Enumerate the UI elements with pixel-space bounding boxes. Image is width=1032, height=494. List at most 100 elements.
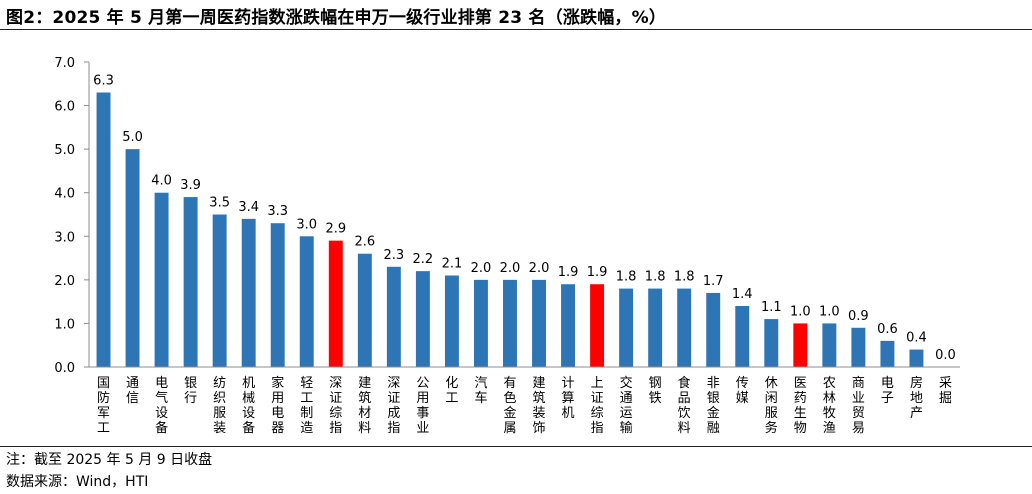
x-tick-label: 闲 xyxy=(765,391,778,406)
data-label: 1.8 xyxy=(674,270,695,285)
y-tick-label: 7.0 xyxy=(54,56,75,71)
bar-通信 xyxy=(125,149,140,367)
bar-公用事业 xyxy=(415,271,430,367)
data-label: 0.9 xyxy=(848,309,869,324)
source-note: 数据来源：Wind，HTI xyxy=(6,474,149,490)
x-tick-label: 饮 xyxy=(678,406,691,421)
data-label: 3.3 xyxy=(267,204,288,219)
data-label: 3.9 xyxy=(180,178,201,193)
x-tick-label: 机 xyxy=(242,376,255,391)
y-tick-label: 5.0 xyxy=(54,143,75,158)
x-tick-label: 机 xyxy=(562,406,575,421)
x-tick-label: 造 xyxy=(300,421,313,436)
bar-轻工制造 xyxy=(299,236,314,367)
x-tick-label: 事 xyxy=(416,406,429,421)
data-label: 2.9 xyxy=(325,222,346,237)
x-tick-label: 传 xyxy=(736,376,749,391)
x-tick-label: 通 xyxy=(126,376,139,391)
x-tick-label: 指 xyxy=(329,421,342,436)
x-tick-label: 料 xyxy=(678,421,691,436)
y-tick-label: 1.0 xyxy=(54,317,75,332)
x-tick-label: 成 xyxy=(387,406,400,421)
data-label: 2.6 xyxy=(354,235,375,250)
x-tick-label: 证 xyxy=(329,391,342,406)
x-tick-label: 上 xyxy=(591,376,604,391)
bar-上证综指 xyxy=(590,284,605,367)
x-tick-label: 设 xyxy=(242,406,255,421)
data-label: 1.9 xyxy=(587,265,608,280)
x-tick-label: 信 xyxy=(126,391,139,406)
bar-汽车 xyxy=(473,279,488,367)
x-tick-label: 深 xyxy=(329,376,342,391)
x-tick-label: 业 xyxy=(416,421,429,436)
data-label: 2.3 xyxy=(384,248,405,263)
bar-纺织服装 xyxy=(212,214,227,367)
x-tick-label: 综 xyxy=(591,406,604,421)
data-label: 0.6 xyxy=(877,322,898,337)
x-tick-label: 金 xyxy=(503,405,516,421)
x-tick-label: 纺 xyxy=(213,376,226,391)
data-label: 1.7 xyxy=(703,274,724,289)
x-tick-label: 备 xyxy=(155,420,168,436)
bar-深证成指 xyxy=(386,266,401,367)
data-label: 1.8 xyxy=(616,270,637,285)
x-tick-label: 产 xyxy=(910,406,923,421)
x-tick-label: 银 xyxy=(184,376,197,391)
footer-rule xyxy=(0,446,1032,447)
x-tick-label: 食 xyxy=(678,375,691,391)
y-tick-label: 0.0 xyxy=(54,361,75,376)
x-tick-label: 织 xyxy=(213,391,226,406)
x-tick-label: 银 xyxy=(707,391,720,406)
bar-建筑材料 xyxy=(357,253,372,367)
data-label: 1.0 xyxy=(790,304,811,319)
bar-化工 xyxy=(444,275,459,367)
data-label: 3.4 xyxy=(238,200,259,215)
y-tick-label: 4.0 xyxy=(54,187,75,202)
x-tick-label: 筑 xyxy=(358,390,371,406)
x-tick-label: 色 xyxy=(503,390,516,406)
x-tick-label: 输 xyxy=(620,420,633,436)
x-tick-label: 车 xyxy=(474,390,487,406)
bar-计算机 xyxy=(561,284,576,367)
x-tick-label: 金 xyxy=(707,405,720,421)
x-tick-label: 钢 xyxy=(649,376,662,391)
bar-非银金融 xyxy=(706,292,721,367)
x-tick-label: 商 xyxy=(852,376,865,391)
x-tick-label: 家 xyxy=(271,375,284,391)
data-label: 1.8 xyxy=(645,270,666,285)
x-tick-label: 运 xyxy=(620,406,633,421)
data-label: 2.0 xyxy=(471,261,492,276)
footnote: 注：截至 2025 年 5 月 9 日收盘 xyxy=(6,452,213,468)
x-tick-label: 易 xyxy=(852,421,865,436)
x-tick-label: 制 xyxy=(300,406,313,421)
data-label: 1.0 xyxy=(819,304,840,319)
x-tick-label: 休 xyxy=(765,376,778,391)
x-tick-label: 服 xyxy=(765,406,778,421)
bar-国防军工 xyxy=(96,92,111,367)
bar-chart: 0.01.02.03.04.05.06.07.06.3国防军工5.0通信4.0电… xyxy=(54,56,960,436)
y-tick-label: 3.0 xyxy=(54,230,75,245)
bar-电气设备 xyxy=(154,192,169,367)
data-label: 2.0 xyxy=(529,261,550,276)
bar-医药生物 xyxy=(793,323,808,367)
x-tick-label: 轻 xyxy=(300,376,313,391)
bar-休闲服务 xyxy=(764,319,779,367)
x-tick-label: 务 xyxy=(765,420,778,436)
x-tick-label: 指 xyxy=(387,421,400,436)
bar-交通运输 xyxy=(619,288,634,367)
x-tick-label: 防 xyxy=(97,390,110,406)
x-tick-label: 电 xyxy=(271,406,284,421)
x-tick-label: 国 xyxy=(97,376,110,391)
x-tick-label: 林 xyxy=(823,391,836,406)
x-tick-label: 装 xyxy=(533,406,546,421)
x-tick-label: 贸 xyxy=(852,406,865,421)
x-tick-label: 电 xyxy=(155,376,168,391)
x-tick-label: 有 xyxy=(503,376,516,391)
x-tick-label: 建 xyxy=(533,376,546,391)
bar-机械设备 xyxy=(241,218,256,367)
data-label: 3.0 xyxy=(296,217,317,232)
chart-title: 图2：2025 年 5 月第一周医药指数涨跌幅在申万一级行业排第 23 名（涨跌… xyxy=(6,8,667,28)
x-tick-label: 采 xyxy=(939,376,952,391)
bar-传媒 xyxy=(735,306,750,367)
x-tick-label: 物 xyxy=(794,421,807,436)
